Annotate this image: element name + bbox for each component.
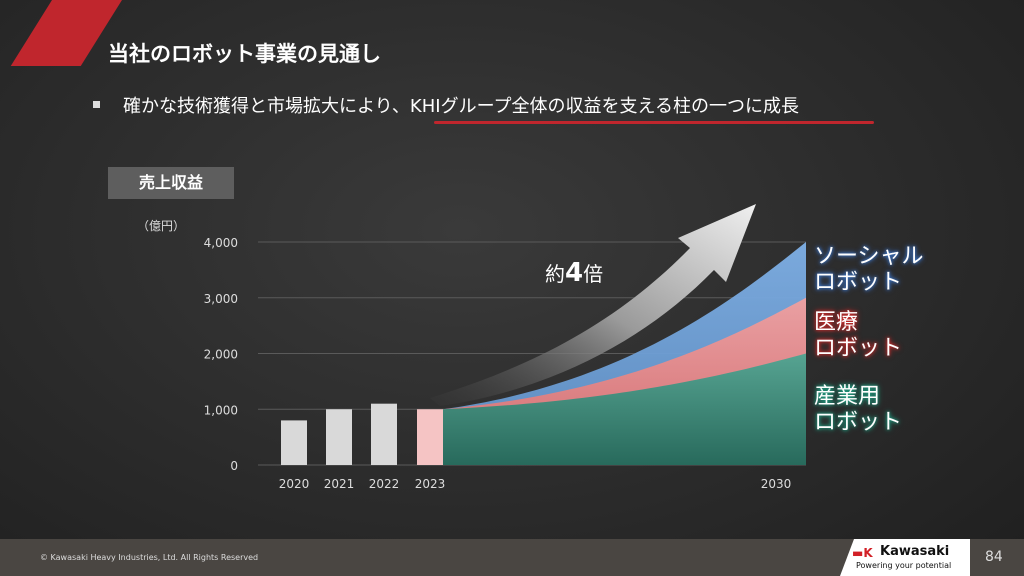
legend-industrial-line1: 産業用	[814, 384, 881, 409]
bar-2023	[417, 409, 443, 465]
copyright-text: © Kawasaki Heavy Industries, Ltd. All Ri…	[40, 553, 259, 562]
area-industrial	[443, 353, 806, 465]
y-tick-label: 0	[230, 459, 238, 473]
x-tick-label-2022: 2022	[369, 477, 400, 491]
page-number: 84	[985, 549, 1003, 565]
legend-industrial-line2: ロボット	[814, 410, 903, 435]
growth-annotation-prefix: 約	[545, 262, 565, 286]
y-tick-label: 1,000	[204, 403, 238, 417]
kawasaki-logo-name: Kawasaki	[880, 544, 950, 559]
x-tick-label-2021: 2021	[324, 477, 355, 491]
revenue-tag: 売上収益	[108, 167, 234, 199]
slide-title: 当社のロボット事業の見通し	[108, 42, 381, 66]
x-tick-label-2030: 2030	[761, 477, 792, 491]
legend-social-robot: ソーシャル ロボット	[814, 244, 924, 296]
legend-medical-robot: 医療 ロボット	[814, 310, 902, 362]
bullet-underline	[434, 121, 874, 124]
bar-2020	[281, 420, 307, 465]
y-tick-label: 2,000	[204, 348, 238, 362]
y-tick-label: 3,000	[204, 292, 238, 306]
kawasaki-logo-mark: ▬K	[852, 546, 873, 560]
bullet-text: 確かな技術獲得と市場拡大により、KHIグループ全体の収益を支える柱の一つに成長	[123, 96, 799, 117]
logo-panel	[840, 539, 970, 576]
bar-2021	[326, 409, 352, 465]
legend-social-line1: ソーシャル	[814, 244, 924, 269]
growth-annotation-value: 4	[565, 258, 584, 288]
growth-arrow	[430, 204, 756, 406]
legend-social-line2: ロボット	[814, 270, 903, 295]
y-axis-unit: （億円）	[137, 219, 186, 233]
legend-medical-line1: 医療	[814, 310, 859, 335]
bullet-marker	[93, 101, 100, 108]
x-tick-label-2023: 2023	[415, 477, 446, 491]
legend-industrial-robot: 産業用 ロボット	[814, 384, 902, 436]
bar-2022	[371, 403, 397, 465]
growth-annotation: 約4倍	[545, 258, 603, 288]
x-tick-label-2020: 2020	[279, 477, 310, 491]
legend-medical-line2: ロボット	[814, 336, 903, 361]
growth-annotation-suffix: 倍	[583, 262, 604, 286]
kawasaki-logo-tagline: Powering your potential	[856, 561, 952, 570]
y-tick-label: 4,000	[204, 236, 238, 250]
